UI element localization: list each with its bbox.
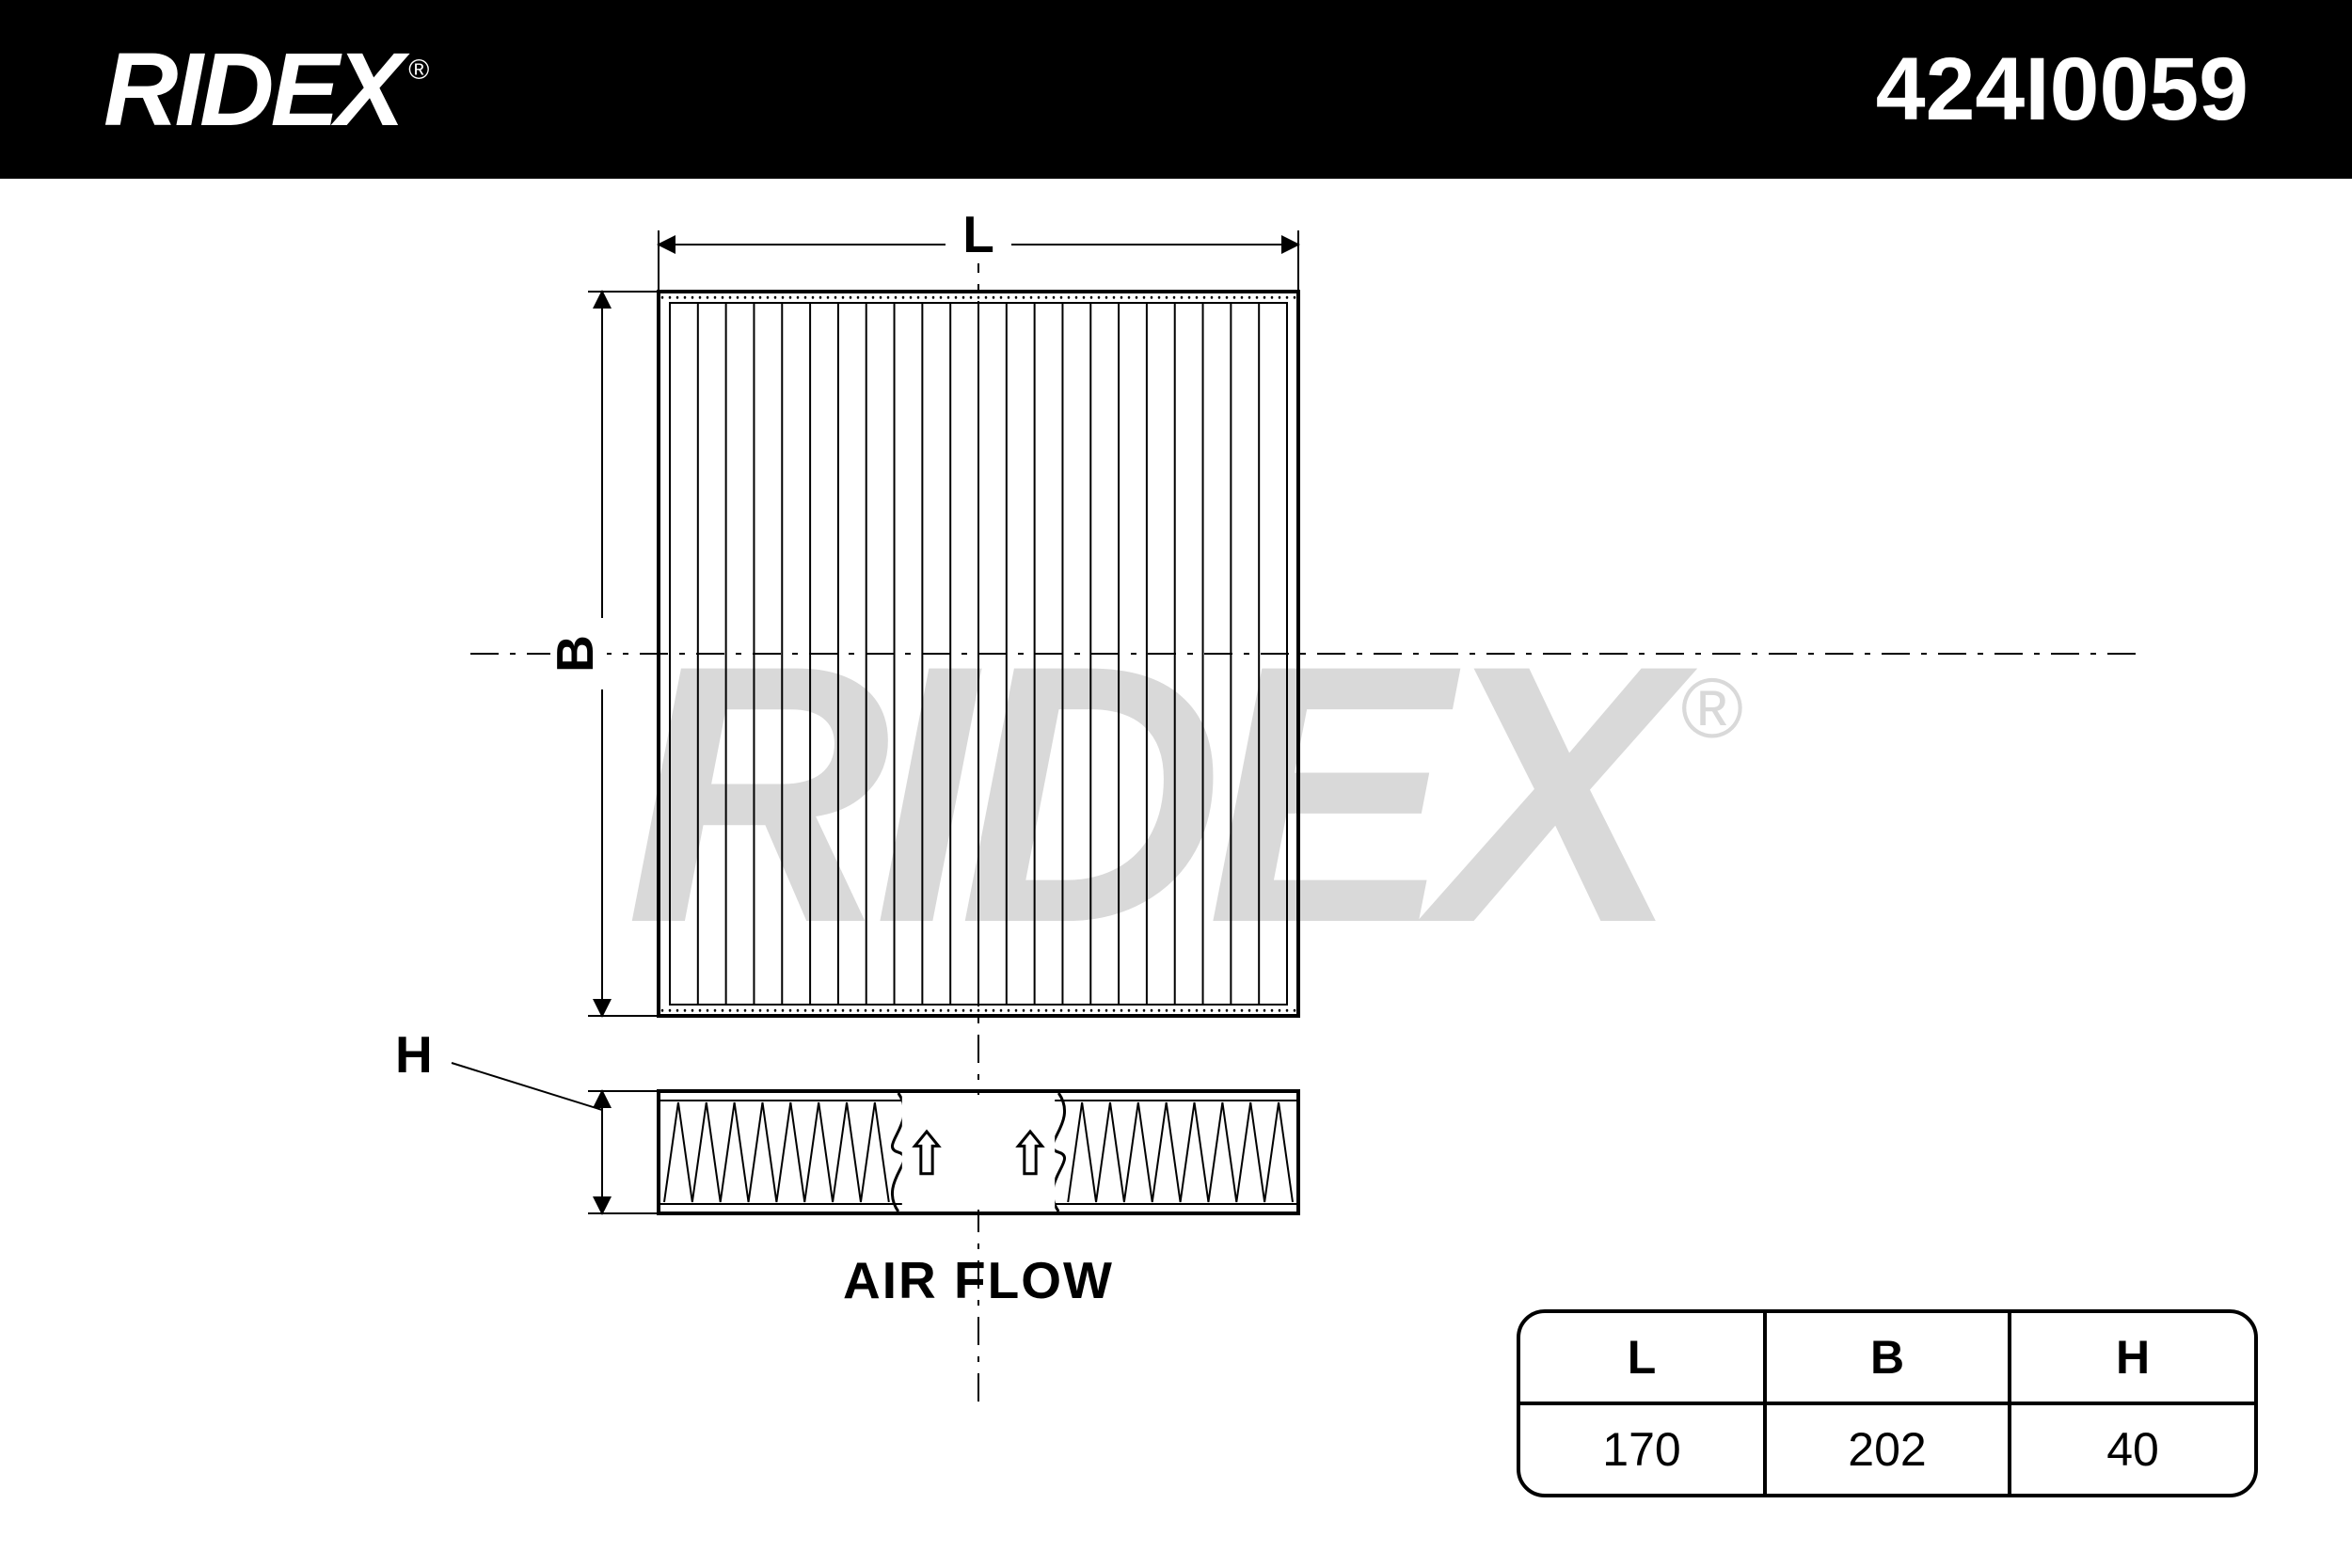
table-header-B: B — [1765, 1313, 2010, 1403]
dim-label-B: B — [546, 635, 604, 673]
zigzag-right — [1068, 1102, 1293, 1202]
brand-registered: ® — [408, 55, 425, 87]
dim-label-L: L — [962, 205, 994, 263]
header-bar: RIDEX ® 424I0059 — [0, 0, 2352, 179]
brand-text: RIDEX — [103, 30, 401, 150]
side-view-center-gap — [902, 1095, 1055, 1210]
airflow-label: AIR FLOW — [843, 1251, 1114, 1309]
table-header-L: L — [1520, 1313, 1765, 1403]
part-number: 424I0059 — [1876, 39, 2249, 141]
brand-logo: RIDEX ® — [103, 30, 425, 150]
table-header-H: H — [2010, 1313, 2254, 1403]
table-value-H: 40 — [2010, 1403, 2254, 1494]
table-value-B: 202 — [1765, 1403, 2010, 1494]
table-value-L: 170 — [1520, 1403, 1765, 1494]
dim-label-H: H — [395, 1025, 433, 1084]
zigzag-left — [664, 1102, 889, 1202]
dimensions-table: LBH 17020240 — [1517, 1309, 2258, 1497]
